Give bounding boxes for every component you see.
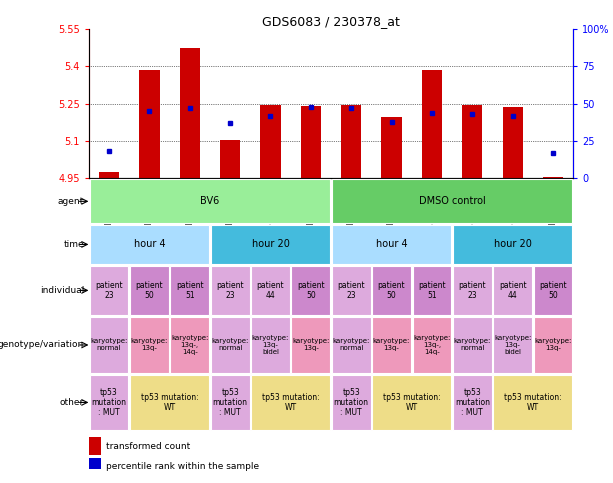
FancyBboxPatch shape	[493, 266, 532, 315]
Text: patient
50: patient 50	[539, 281, 567, 300]
Text: time: time	[63, 240, 84, 249]
FancyBboxPatch shape	[251, 266, 290, 315]
Text: karyotype:
13q-,
14q-: karyotype: 13q-, 14q-	[413, 335, 451, 355]
Bar	[89, 458, 101, 475]
FancyBboxPatch shape	[332, 375, 371, 430]
Text: karyotype:
normal: karyotype: normal	[454, 339, 491, 352]
Bar	[261, 105, 281, 178]
FancyBboxPatch shape	[413, 266, 451, 315]
Text: patient
23: patient 23	[216, 281, 244, 300]
Text: patient
51: patient 51	[418, 281, 446, 300]
Text: other: other	[60, 398, 84, 407]
FancyBboxPatch shape	[332, 317, 371, 372]
FancyBboxPatch shape	[332, 225, 451, 264]
Text: karyotype:
13q-: karyotype: 13q-	[131, 339, 168, 352]
Bar	[543, 177, 563, 178]
Text: transformed count: transformed count	[106, 441, 190, 451]
FancyBboxPatch shape	[170, 266, 209, 315]
Text: tp53
mutation
: MUT: tp53 mutation : MUT	[455, 387, 490, 417]
Text: DMSO control: DMSO control	[419, 197, 485, 206]
Text: tp53 mutation:
WT: tp53 mutation: WT	[504, 393, 562, 412]
Text: patient
23: patient 23	[459, 281, 486, 300]
Text: tp53 mutation:
WT: tp53 mutation: WT	[141, 393, 199, 412]
Text: BV6: BV6	[200, 197, 219, 206]
Text: patient
50: patient 50	[378, 281, 405, 300]
FancyBboxPatch shape	[211, 225, 330, 264]
Text: tp53
mutation
: MUT: tp53 mutation : MUT	[91, 387, 126, 417]
Text: hour 20: hour 20	[493, 240, 531, 249]
Bar	[89, 438, 101, 455]
Text: tp53 mutation:
WT: tp53 mutation: WT	[262, 393, 319, 412]
FancyBboxPatch shape	[453, 225, 573, 264]
Text: patient
50: patient 50	[297, 281, 325, 300]
FancyBboxPatch shape	[89, 317, 129, 372]
Bar	[301, 106, 321, 178]
Text: patient
50: patient 50	[135, 281, 163, 300]
FancyBboxPatch shape	[453, 375, 492, 430]
FancyBboxPatch shape	[211, 266, 249, 315]
Text: karyotype:
13q-: karyotype: 13q-	[373, 339, 410, 352]
FancyBboxPatch shape	[533, 317, 573, 372]
Text: hour 4: hour 4	[376, 240, 408, 249]
Bar	[341, 105, 361, 178]
Text: patient
23: patient 23	[337, 281, 365, 300]
Bar	[381, 117, 402, 178]
FancyBboxPatch shape	[130, 375, 209, 430]
FancyBboxPatch shape	[211, 375, 249, 430]
Text: hour 20: hour 20	[251, 240, 289, 249]
Text: patient
44: patient 44	[257, 281, 284, 300]
Text: agent: agent	[58, 197, 84, 206]
Bar	[139, 70, 159, 178]
FancyBboxPatch shape	[453, 266, 492, 315]
FancyBboxPatch shape	[130, 266, 169, 315]
FancyBboxPatch shape	[291, 266, 330, 315]
FancyBboxPatch shape	[533, 266, 573, 315]
Text: patient
23: patient 23	[95, 281, 123, 300]
FancyBboxPatch shape	[493, 375, 573, 430]
Title: GDS6083 / 230378_at: GDS6083 / 230378_at	[262, 15, 400, 28]
Text: karyotype:
13q-
bidel: karyotype: 13q- bidel	[252, 335, 289, 355]
FancyBboxPatch shape	[372, 317, 411, 372]
FancyBboxPatch shape	[332, 266, 371, 315]
Bar	[99, 172, 119, 178]
Bar	[422, 70, 442, 178]
Text: individual: individual	[40, 286, 84, 295]
FancyBboxPatch shape	[251, 375, 330, 430]
Text: karyotype:
13q-: karyotype: 13q-	[292, 339, 330, 352]
Text: karyotype:
13q-: karyotype: 13q-	[535, 339, 572, 352]
FancyBboxPatch shape	[413, 317, 451, 372]
FancyBboxPatch shape	[130, 317, 169, 372]
Text: tp53
mutation
: MUT: tp53 mutation : MUT	[333, 387, 368, 417]
Text: genotype/variation: genotype/variation	[0, 341, 84, 350]
FancyBboxPatch shape	[332, 179, 573, 224]
FancyBboxPatch shape	[89, 375, 129, 430]
FancyBboxPatch shape	[372, 266, 411, 315]
FancyBboxPatch shape	[291, 317, 330, 372]
Bar	[462, 105, 482, 178]
Text: tp53 mutation:
WT: tp53 mutation: WT	[383, 393, 441, 412]
FancyBboxPatch shape	[89, 225, 209, 264]
Text: tp53
mutation
: MUT: tp53 mutation : MUT	[213, 387, 248, 417]
FancyBboxPatch shape	[251, 317, 290, 372]
FancyBboxPatch shape	[211, 317, 249, 372]
FancyBboxPatch shape	[170, 317, 209, 372]
FancyBboxPatch shape	[372, 375, 451, 430]
FancyBboxPatch shape	[453, 317, 492, 372]
Bar	[503, 107, 523, 178]
Text: karyotype:
normal: karyotype: normal	[332, 339, 370, 352]
Text: hour 4: hour 4	[134, 240, 166, 249]
Text: karyotype:
normal: karyotype: normal	[90, 339, 128, 352]
Text: patient
44: patient 44	[499, 281, 527, 300]
FancyBboxPatch shape	[89, 266, 129, 315]
Bar	[220, 140, 240, 178]
Text: percentile rank within the sample: percentile rank within the sample	[106, 462, 259, 471]
FancyBboxPatch shape	[89, 179, 330, 224]
Text: patient
51: patient 51	[176, 281, 204, 300]
Text: karyotype:
normal: karyotype: normal	[211, 339, 249, 352]
Text: karyotype:
13q-,
14q-: karyotype: 13q-, 14q-	[171, 335, 208, 355]
FancyBboxPatch shape	[493, 317, 532, 372]
Text: karyotype:
13q-
bidel: karyotype: 13q- bidel	[494, 335, 531, 355]
Bar	[180, 48, 200, 178]
